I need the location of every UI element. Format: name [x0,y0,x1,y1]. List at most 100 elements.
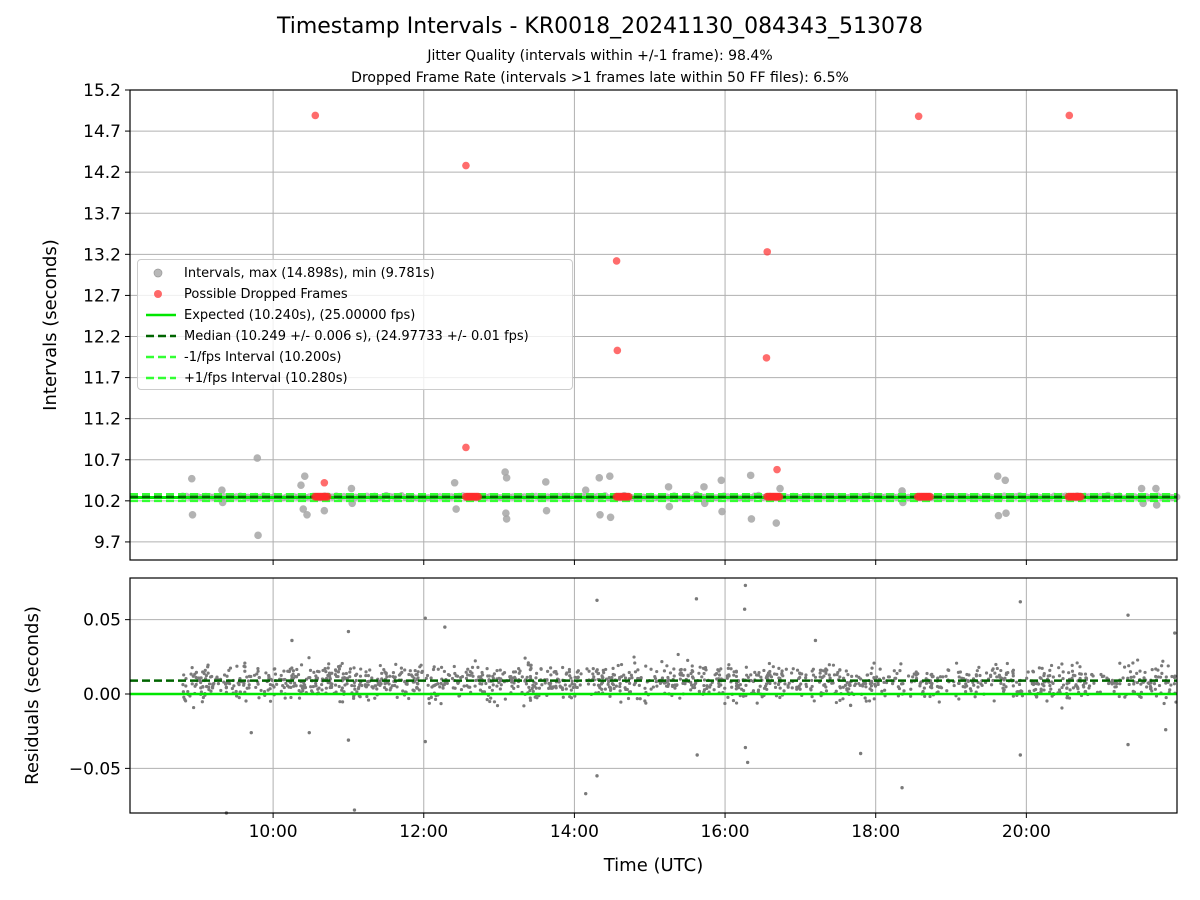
residual-point [321,668,325,673]
residual-point [872,676,876,680]
residual-point [1170,674,1174,679]
residual-point [480,682,484,686]
legend-label-minus-interval: -1/fps Interval (10.200s) [184,350,342,365]
residual-point [341,676,345,680]
residual-point [264,671,268,675]
residual-point [344,671,348,676]
residual-point [618,675,622,680]
residual-point [810,678,814,683]
residual-point [612,686,616,691]
legend-label-intervals: Intervals, max (14.898s), min (9.781s) [184,266,435,281]
residual-point [1164,695,1168,700]
residual-point [464,670,468,674]
residual-point [1117,694,1121,699]
residual-point [633,670,638,674]
residual-point [365,694,369,699]
residual-point [993,671,997,675]
residual-point [564,672,568,676]
residual-point [343,683,347,687]
residual-point [811,673,816,677]
residual-point [984,671,989,675]
residual-point [756,673,761,677]
residual-point [591,672,595,676]
residual-point [705,684,709,688]
residual-point [219,688,223,693]
residual-point [854,682,858,686]
residual-point [404,682,408,686]
residual-point [517,667,521,671]
residual-point [1156,675,1161,679]
residual-point [689,671,693,676]
residual-point [570,679,574,683]
residual-point [618,684,622,689]
residual-point [734,687,738,691]
top-ytick-label: 12.2 [83,328,121,348]
residual-point [1078,665,1082,669]
residual-point [545,678,549,682]
residual-point [1051,675,1055,679]
residual-point [755,701,759,705]
residual-point [823,682,827,687]
residual-point [181,683,185,687]
top-ytick-label: 14.2 [83,163,121,183]
residual-point [256,682,260,686]
residual-point [841,685,845,689]
residual-point [247,683,251,687]
residual-point [643,699,647,703]
residual-point [353,673,358,678]
residual-point [416,670,420,674]
residual-point [776,682,781,687]
residual-point [423,739,427,744]
residual-point [1018,753,1023,757]
residual-point [725,676,729,680]
residual-point [210,674,214,679]
residual-point [878,667,882,671]
residual-point [734,684,739,688]
residual-point [357,685,361,689]
residual-point [1037,666,1041,670]
residual-point [745,673,749,677]
residual-point [1169,683,1173,687]
residual-point [262,690,267,694]
residual-point [232,684,236,688]
residual-point [619,700,623,704]
residual-point [352,684,356,688]
interval-point [297,481,305,490]
residual-point [323,666,327,671]
top-ytick-label: 9.7 [94,533,121,553]
residual-point [501,672,505,676]
residual-point [290,666,294,670]
residual-point [832,673,837,677]
residual-point [655,669,659,674]
residual-point [431,667,436,672]
residual-point [1102,674,1106,678]
residual-point [717,673,722,677]
residual-point [723,701,727,706]
residual-point [1032,688,1036,692]
residual-point [827,663,831,667]
residual-point [1091,674,1095,678]
residual-point [555,672,559,676]
residual-point [182,695,186,699]
residual-point [1002,688,1006,692]
residual-point [758,684,762,688]
residual-point [368,668,372,672]
residual-point [601,675,605,680]
residual-point [995,675,999,679]
top-ytick-label: 10.2 [83,492,121,512]
residual-point [924,681,929,685]
residual-point [338,700,342,704]
residual-point [247,674,251,678]
residual-point [516,684,520,689]
residual-point [272,667,276,671]
residual-point [1061,676,1065,681]
residual-point [267,676,271,680]
residual-point [686,658,690,662]
residual-point [906,674,911,678]
residual-point [957,681,961,685]
residual-point [1135,671,1139,675]
residual-point [350,683,354,688]
residual-point [610,676,614,680]
residual-point [327,662,331,666]
